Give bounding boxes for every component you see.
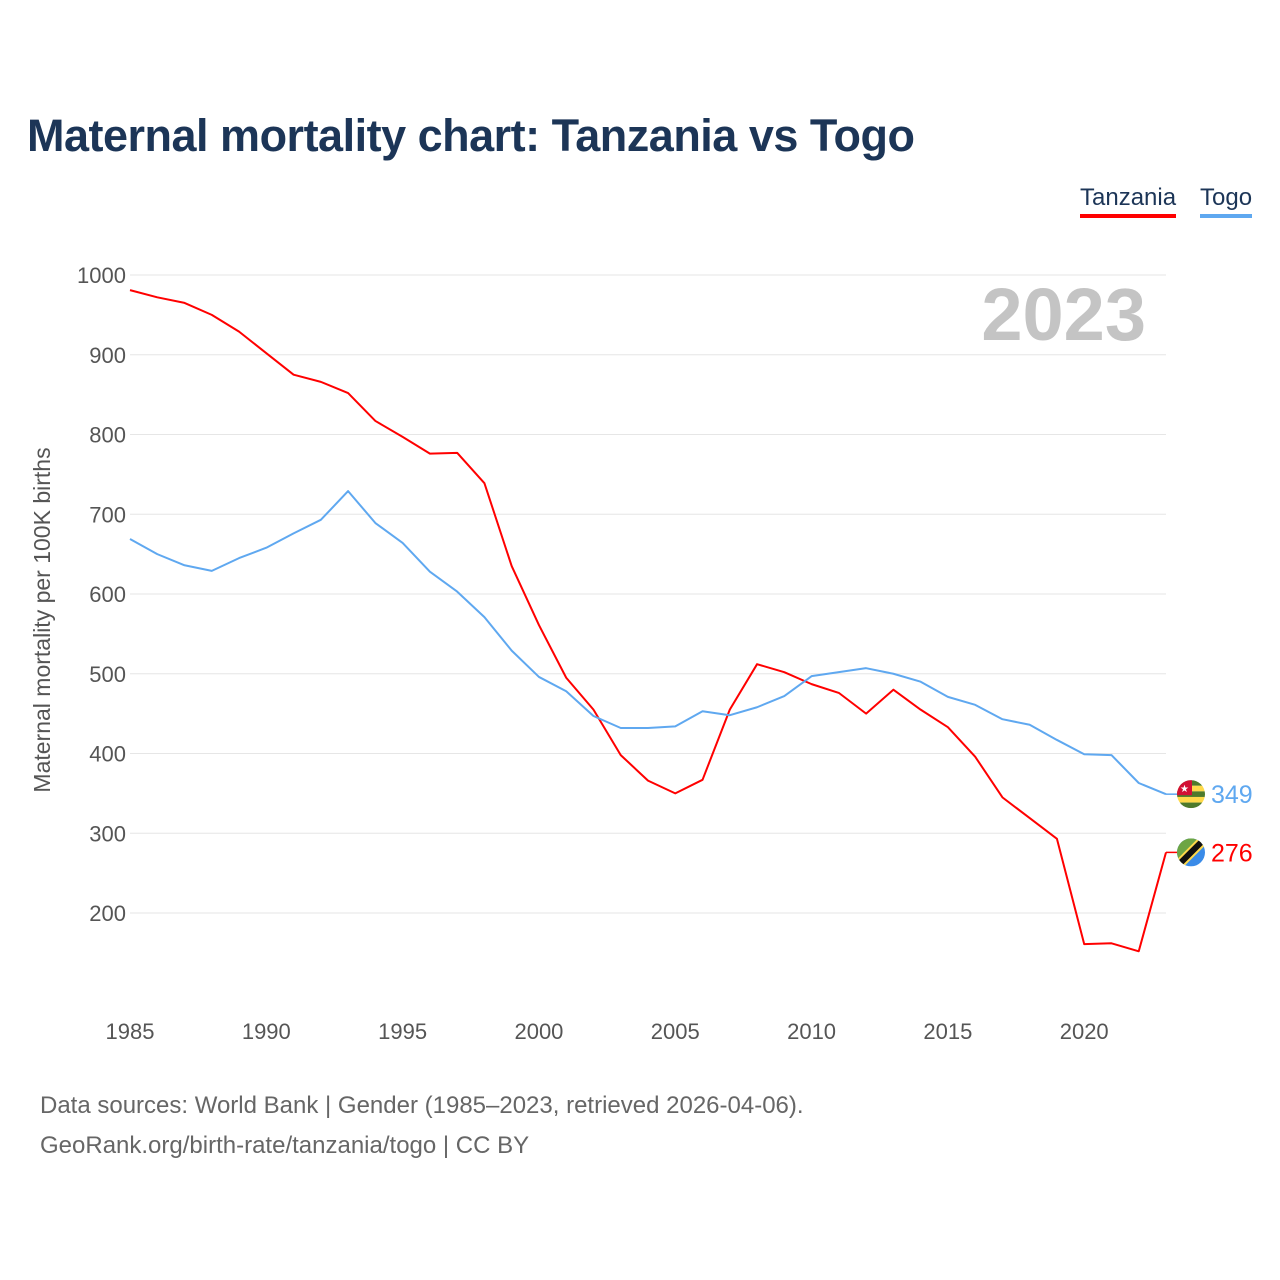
x-tick-label: 1990 — [242, 1019, 291, 1044]
y-axis-label: Maternal mortality per 100K births — [29, 447, 55, 792]
chart-title: Maternal mortality chart: Tanzania vs To… — [27, 110, 915, 161]
attribution-link[interactable]: GeoRank.org/birth-rate/tanzania/togo | C… — [40, 1132, 530, 1159]
tanzania-flag-icon — [1177, 838, 1205, 867]
x-tick-label: 2015 — [923, 1019, 972, 1044]
y-tick-label: 500 — [89, 662, 126, 687]
series-line-tanzania — [129, 289, 1167, 953]
y-tick-label: 900 — [89, 343, 126, 368]
x-tick-label: 2020 — [1060, 1019, 1109, 1044]
y-tick-label: 200 — [89, 901, 126, 926]
y-tick-label: 400 — [89, 742, 126, 767]
x-tick-label: 2010 — [787, 1019, 836, 1044]
y-tick-label: 700 — [89, 502, 126, 527]
svg-text:★: ★ — [1180, 784, 1189, 795]
end-value-label-tanzania: 276 — [1211, 839, 1253, 867]
x-tick-label: 2000 — [514, 1019, 563, 1044]
footer: Data sources: World Bank | Gender (1985–… — [40, 1086, 804, 1166]
y-tick-label: 600 — [89, 582, 126, 607]
x-tick-label: 2005 — [651, 1019, 700, 1044]
togo-flag-icon: ★ — [1177, 780, 1205, 809]
y-tick-label: 300 — [89, 821, 126, 846]
year-label: 2023 — [981, 273, 1146, 356]
data-source-text: Data sources: World Bank | Gender (1985–… — [40, 1092, 804, 1119]
series-line-togo — [129, 490, 1167, 796]
y-tick-label: 1000 — [77, 263, 126, 288]
legend-tanzania[interactable]: Tanzania — [1080, 184, 1177, 218]
y-tick-label: 800 — [89, 423, 126, 448]
legend-togo[interactable]: Togo — [1200, 184, 1253, 218]
x-tick-label: 1985 — [106, 1019, 155, 1044]
x-tick-label: 1995 — [378, 1019, 427, 1044]
end-value-label-togo: 349 — [1211, 781, 1253, 809]
